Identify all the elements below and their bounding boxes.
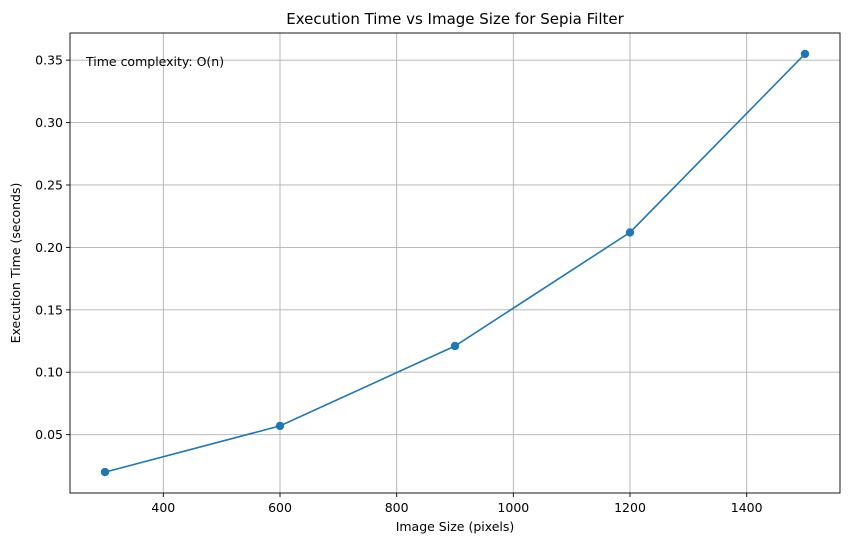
x-axis-ticks: 400 600 800 1000 1200 1400 [151, 493, 763, 515]
chart-title: Execution Time vs Image Size for Sepia F… [286, 10, 624, 28]
x-tick-label: 1400 [731, 500, 763, 515]
grid [70, 33, 840, 493]
y-tick-label: 0.30 [35, 115, 63, 130]
series-line [104, 53, 806, 473]
data-point [800, 49, 810, 59]
y-tick-label: 0.20 [35, 240, 63, 255]
data-point [275, 421, 285, 431]
x-tick-label: 800 [385, 500, 409, 515]
data-point [625, 228, 635, 237]
plot-frame [69, 32, 841, 494]
y-axis-label: Execution Time (seconds) [8, 183, 23, 344]
complexity-annotation: Time complexity: O(n) [85, 54, 224, 69]
y-axis-ticks: 0.05 0.10 0.15 0.20 0.25 0.30 0.35 [35, 53, 70, 442]
y-tick-label: 0.25 [35, 177, 63, 192]
data-point [100, 467, 110, 477]
y-tick-label: 0.35 [35, 53, 63, 68]
x-tick-label: 1000 [497, 500, 529, 515]
x-tick-label: 600 [268, 500, 292, 515]
x-tick-label: 400 [151, 500, 175, 515]
x-tick-label: 1200 [614, 500, 646, 515]
y-tick-label: 0.05 [35, 427, 63, 442]
data-point [450, 341, 460, 351]
y-tick-label: 0.10 [35, 365, 63, 380]
x-axis-label: Image Size (pixels) [396, 519, 515, 534]
series-layer [100, 49, 810, 477]
y-tick-label: 0.15 [35, 302, 63, 317]
